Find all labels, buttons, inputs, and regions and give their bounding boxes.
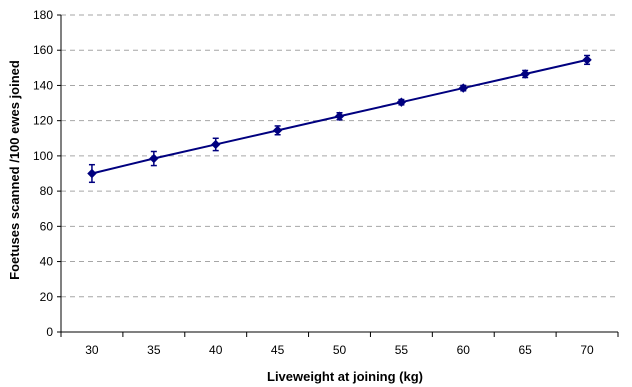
x-tick-label: 60 — [457, 343, 471, 357]
y-tick-label: 60 — [40, 219, 54, 233]
x-tick-label: 45 — [271, 343, 285, 357]
y-tick-label: 140 — [33, 78, 53, 92]
x-tick-label: 70 — [580, 343, 594, 357]
data-point-marker — [458, 83, 468, 93]
data-point-marker — [87, 168, 97, 179]
data-point-marker — [149, 153, 159, 164]
data-point-marker — [211, 139, 221, 150]
x-tick-label: 40 — [209, 343, 223, 357]
y-tick-label: 180 — [33, 8, 53, 22]
y-tick-label: 20 — [40, 290, 54, 304]
x-axis-title: Liveweight at joining (kg) — [267, 369, 423, 384]
x-tick-label: 35 — [147, 343, 161, 357]
y-tick-label: 0 — [46, 325, 53, 339]
x-tick-label: 30 — [85, 343, 99, 357]
y-tick-label: 160 — [33, 43, 53, 57]
x-tick-label: 65 — [518, 343, 532, 357]
gridlines — [61, 14, 618, 298]
y-tick-label: 120 — [33, 114, 53, 128]
y-axis: 0 20 40 60 80 100 120 140 160 180 — [33, 8, 62, 339]
y-tick-label: 80 — [40, 184, 54, 198]
y-tick-label: 100 — [33, 149, 53, 163]
y-axis-title: Foetuses scanned /100 ewes joined — [7, 60, 22, 280]
series-plot — [87, 54, 592, 184]
x-tick-label: 55 — [395, 343, 409, 357]
data-point-marker — [520, 69, 530, 79]
data-point-marker — [582, 55, 592, 65]
data-point-marker — [334, 111, 345, 121]
x-axis: 30 35 40 45 50 55 60 65 70 — [60, 331, 619, 357]
data-point-marker — [272, 125, 283, 136]
data-point-marker — [396, 97, 407, 107]
x-tick-label: 50 — [333, 343, 347, 357]
y-tick-label: 40 — [40, 255, 54, 269]
